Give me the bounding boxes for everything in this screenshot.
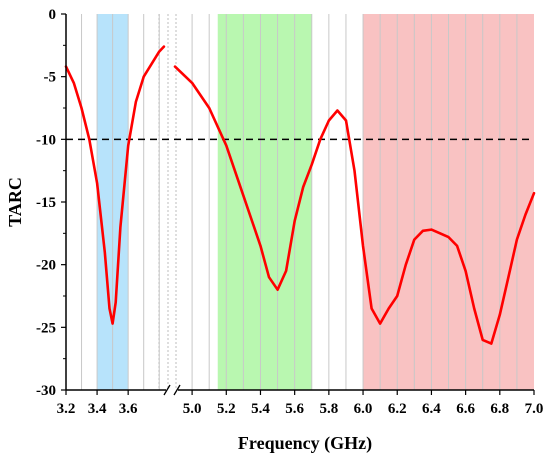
y-tick-label: -20 xyxy=(36,258,56,274)
x-tick-label: 6.2 xyxy=(388,401,407,417)
x-tick-label: 6.6 xyxy=(456,401,475,417)
y-tick-label: -5 xyxy=(44,70,57,86)
x-tick-label: 5.4 xyxy=(251,401,270,417)
x-tick-label: 5.6 xyxy=(285,401,304,417)
shaded-band-2 xyxy=(217,14,312,390)
y-tick-label: -25 xyxy=(36,320,56,336)
axes xyxy=(61,13,535,396)
tarc-curve-segment-2 xyxy=(173,65,536,345)
x-tick-label: 6.8 xyxy=(490,401,509,417)
x-tick-label: 6.4 xyxy=(422,401,441,417)
x-tick-label: 5.2 xyxy=(217,401,236,417)
x-tick-label: 3.2 xyxy=(57,401,76,417)
y-tick-label: 0 xyxy=(49,7,57,23)
x-tick-label: 3.6 xyxy=(119,401,138,417)
series-group xyxy=(64,45,536,345)
x-tick-label: 7.0 xyxy=(525,401,544,417)
x-tick-label: 3.4 xyxy=(88,401,107,417)
x-tick-label: 5.8 xyxy=(319,401,338,417)
frequency-bands xyxy=(97,14,534,390)
y-axis-title: TARC xyxy=(5,177,25,227)
gridlines xyxy=(81,14,518,390)
axis-break-mark xyxy=(173,384,181,396)
axis-break-mark xyxy=(163,384,171,396)
y-tick-label: -15 xyxy=(36,195,56,211)
tarc-curve-segment-1 xyxy=(64,45,166,325)
y-tick-label: -10 xyxy=(36,132,56,148)
x-tick-label: 5.0 xyxy=(183,401,202,417)
x-tick-label: 6.0 xyxy=(354,401,373,417)
x-axis-title: Frequency (GHz) xyxy=(238,433,372,454)
tick-labels: 0 -5 -10 -15 -20 -25 -303.2 3.4 3.6 5.0 5.2 5.4 5.6 5… xyxy=(36,7,543,417)
y-tick-label: -30 xyxy=(36,383,56,399)
